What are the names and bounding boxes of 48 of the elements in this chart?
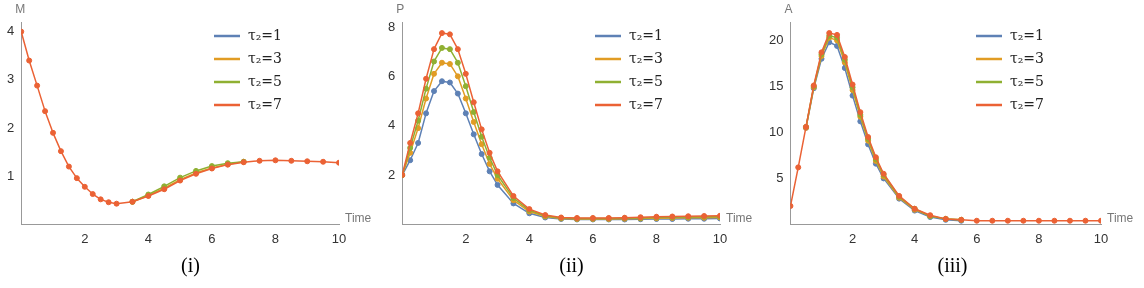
legend-label: τ₂=3 (1010, 49, 1044, 66)
legend-label: τ₂=3 (248, 49, 282, 66)
x-tick-label: 2 (462, 230, 470, 246)
x-tick-label: 6 (208, 230, 216, 246)
legend-label: τ₂=1 (1010, 26, 1044, 43)
x-tick-label: 6 (589, 230, 597, 246)
y-tick-label: 2 (388, 166, 396, 182)
x-tick-label: 2 (848, 230, 857, 246)
y-tick-label: 4 (7, 23, 15, 39)
x-tick-label: 8 (652, 230, 661, 246)
x-tick-label: 2 (81, 230, 89, 246)
text: (ii) (558, 253, 585, 278)
x-tick-label: 4 (144, 230, 152, 246)
x-axis-title: Time (726, 210, 753, 225)
text: (i) (180, 253, 201, 279)
y-axis-title: M (15, 2, 26, 17)
y-tick-label: 5 (776, 169, 784, 185)
x-tick-label: 6 (973, 230, 981, 246)
y-tick-label: 20 (768, 31, 784, 47)
y-axis-title: P (396, 2, 405, 17)
x-tick-label: 4 (911, 230, 919, 246)
x-tick-label: 10 (712, 230, 728, 246)
legend-label: τ₂=5 (629, 72, 663, 89)
y-tick-label: 8 (388, 18, 396, 34)
legend-label: τ₂=7 (1010, 95, 1044, 112)
x-tick-label: 8 (1035, 230, 1043, 246)
x-tick-label: 8 (271, 230, 280, 246)
y-tick-label: 4 (388, 117, 396, 133)
x-tick-label: 10 (331, 230, 347, 246)
y-tick-label: 15 (768, 77, 784, 93)
y-tick-label: 3 (7, 71, 15, 87)
legend-label: τ₂=3 (629, 49, 663, 66)
x-tick-label: 10 (1093, 230, 1109, 246)
legend-label: τ₂=1 (629, 26, 663, 43)
y-tick-label: 2 (7, 119, 15, 135)
legend-label: τ₂=1 (248, 26, 282, 43)
x-axis-title: Time (345, 210, 372, 225)
x-tick-label: 4 (525, 230, 533, 246)
legend-label: τ₂=5 (248, 72, 282, 89)
legend-label: τ₂=5 (1010, 72, 1044, 89)
text: (iii) (936, 253, 969, 279)
y-axis-title: A (784, 2, 793, 17)
x-axis-title: Time (1107, 210, 1134, 225)
legend-label: τ₂=7 (629, 95, 663, 112)
y-tick-label: 6 (388, 67, 396, 83)
y-tick-label: 1 (7, 167, 15, 183)
legend-label: τ₂=7 (248, 95, 282, 112)
y-tick-label: 10 (768, 123, 784, 139)
